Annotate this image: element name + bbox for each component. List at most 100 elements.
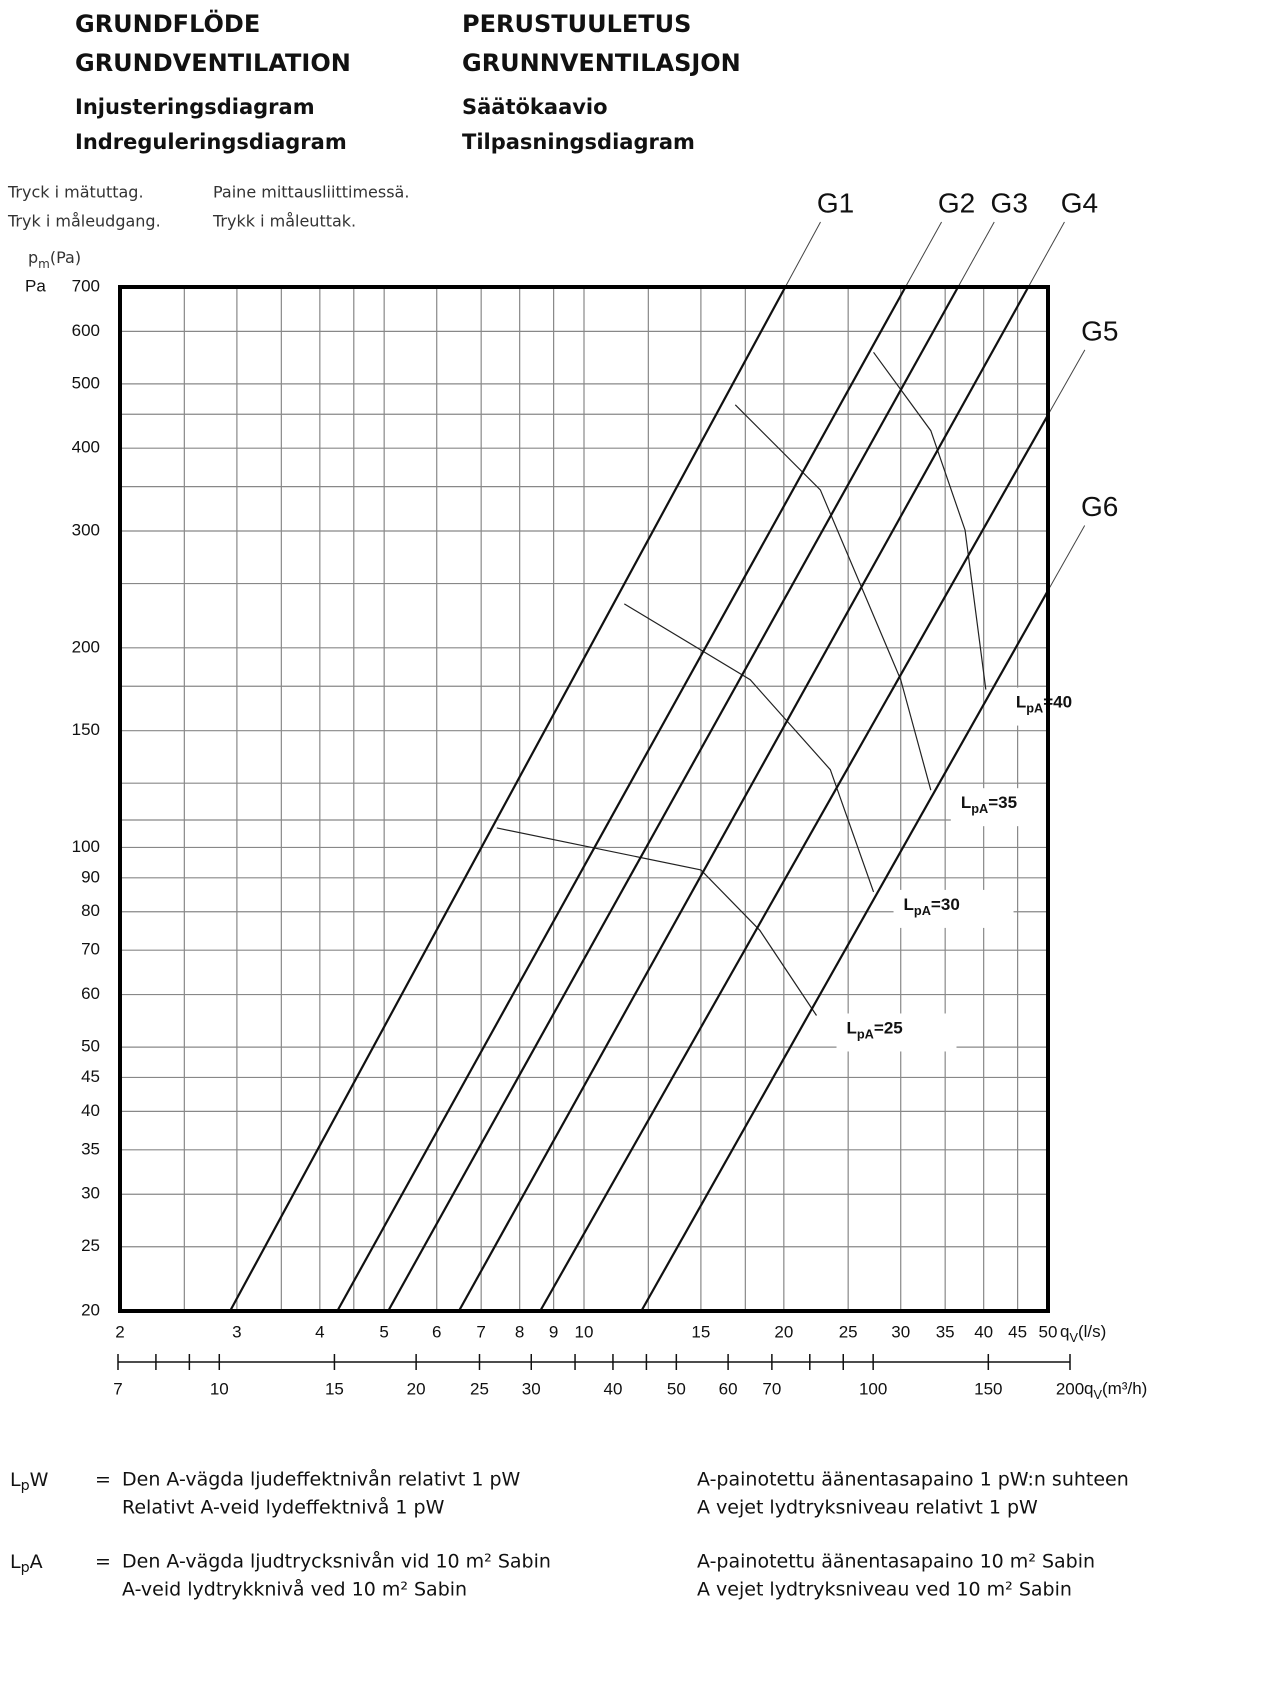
y-tick-label: 90 [81, 867, 100, 886]
y-unit-part: m [38, 257, 50, 271]
level-label-part: = [988, 794, 998, 813]
x-tick-label: 9 [549, 1322, 558, 1341]
x-tick-label: 15 [691, 1322, 710, 1341]
y-tick-label: 300 [72, 521, 100, 540]
footer-text: A-veid lydtrykknivå ved 10 m² Sabin [122, 1578, 467, 1601]
x2-tick-label: 150 [974, 1379, 1002, 1398]
y-tick-label: 400 [72, 438, 100, 457]
footer-symbol-part: L [10, 1551, 21, 1573]
y-tick-label: 600 [72, 321, 100, 340]
flow-line [640, 590, 1049, 1312]
y-axis-title: Tryk i måleudgang. [7, 212, 161, 231]
footer-text: A vejet lydtryksniveau ved 10 m² Sabin [697, 1579, 1072, 1601]
footer-symbol-part: W [30, 1469, 49, 1491]
footer-sign: = [95, 1469, 111, 1491]
x2-tick-label: 20 [407, 1379, 426, 1398]
flow-line [387, 286, 960, 1312]
level-label-bg [893, 889, 1014, 928]
level-label-part: L [847, 1019, 857, 1038]
line-label: G1 [817, 187, 854, 218]
y-unit: pm(Pa) [28, 248, 81, 271]
footer-symbol: LpW [10, 1469, 49, 1495]
x-tick-label: 20 [774, 1322, 793, 1341]
x-tick-label: 40 [974, 1322, 993, 1341]
level-label: LpA=30 [904, 895, 960, 918]
y-tick-label: 150 [72, 720, 100, 739]
leader-line [957, 221, 995, 288]
x-tick-label: 2 [115, 1322, 124, 1341]
x-tick-label: 8 [515, 1322, 524, 1341]
x2-tick-label: 40 [603, 1379, 622, 1398]
y-tick-label: 70 [81, 940, 100, 959]
leader-line [1027, 221, 1065, 288]
footer-symbol: LpA [10, 1551, 43, 1577]
level-label: LpA=35 [961, 794, 1017, 817]
level-label-part: 25 [884, 1019, 903, 1038]
header-title: GRUNNVENTILASJON [462, 49, 741, 77]
leader-line [1047, 349, 1086, 416]
footer-text: A vejet lydtryksniveau relativt 1 pW [697, 1497, 1038, 1519]
header-title: GRUNDFLÖDE [75, 8, 260, 38]
x2-tick-label: 200 [1056, 1379, 1084, 1398]
y-unit-short: Pa [25, 276, 46, 295]
x-tick-label: 35 [936, 1322, 955, 1341]
footer-text: Relativt A-veid lydeffektnivå 1 pW [122, 1496, 445, 1519]
y-axis-title: Trykk i måleuttak. [212, 212, 356, 231]
level-label-part: L [961, 794, 971, 813]
level-label-part: = [931, 895, 941, 914]
level-label-part: = [874, 1019, 884, 1038]
x-tick-label: 3 [232, 1322, 241, 1341]
footer-symbol-part: p [21, 1478, 30, 1494]
footer-symbol-part: L [10, 1469, 21, 1491]
level-label: LpA=25 [847, 1019, 903, 1042]
x-tick-label: 4 [315, 1322, 324, 1341]
x-tick-label: 25 [839, 1322, 858, 1341]
y-tick-label: 60 [81, 984, 100, 1003]
line-label: G6 [1081, 491, 1118, 522]
x2-tick-label: 7 [113, 1379, 122, 1398]
level-label-part: pA [914, 903, 931, 918]
level-label-part: pA [857, 1027, 874, 1042]
line-label: G2 [938, 187, 975, 218]
y-tick-label: 20 [81, 1300, 100, 1319]
level-curve [734, 404, 932, 791]
footer-text: A-painotettu äänentasapaino 1 pW:n suhte… [697, 1469, 1129, 1491]
level-label-bg [950, 788, 1071, 827]
x-tick-label: 6 [432, 1322, 441, 1341]
x2-axis-title-part: q [1084, 1379, 1093, 1398]
footer-symbol-part: p [21, 1560, 30, 1576]
line-label: G4 [1061, 187, 1098, 218]
x-tick-label: 45 [1008, 1322, 1027, 1341]
flow-line [539, 414, 1049, 1312]
y-axis-title: Tryck i mätuttag. [7, 183, 144, 202]
y-tick-label: 80 [81, 901, 100, 920]
x2-tick-label: 25 [470, 1379, 489, 1398]
x2-tick-label: 15 [325, 1379, 344, 1398]
header-title: PERUSTUULETUS [462, 10, 691, 38]
header-subtitle: Injusteringsdiagram [75, 95, 315, 119]
line-label: G3 [991, 187, 1028, 218]
x-axis-title-part: V [1069, 1330, 1078, 1345]
y-tick-label: 200 [72, 637, 100, 656]
x2-tick-label: 30 [522, 1379, 541, 1398]
x-tick-label: 10 [575, 1322, 594, 1341]
y-tick-label: 700 [72, 276, 100, 295]
y-tick-label: 500 [72, 373, 100, 392]
footer-sign: = [95, 1551, 111, 1573]
footer-symbol-part: A [30, 1551, 43, 1573]
level-curve [496, 827, 818, 1016]
level-label-part: 30 [941, 895, 960, 914]
footer-text: Den A-vägda ljudtrycksnivån vid 10 m² Sa… [122, 1550, 551, 1573]
x2-tick-label: 100 [859, 1379, 887, 1398]
leader-line [905, 221, 942, 288]
x2-axis-title-part: V [1093, 1387, 1102, 1402]
y-tick-label: 45 [81, 1067, 100, 1086]
level-curve [623, 603, 875, 893]
header-subtitle: Tilpasningsdiagram [462, 130, 695, 154]
level-label-bg [1005, 687, 1126, 726]
leader-line [784, 221, 821, 288]
level-label-part: L [904, 895, 914, 914]
y-tick-label: 30 [81, 1184, 100, 1203]
level-curve [873, 351, 987, 690]
